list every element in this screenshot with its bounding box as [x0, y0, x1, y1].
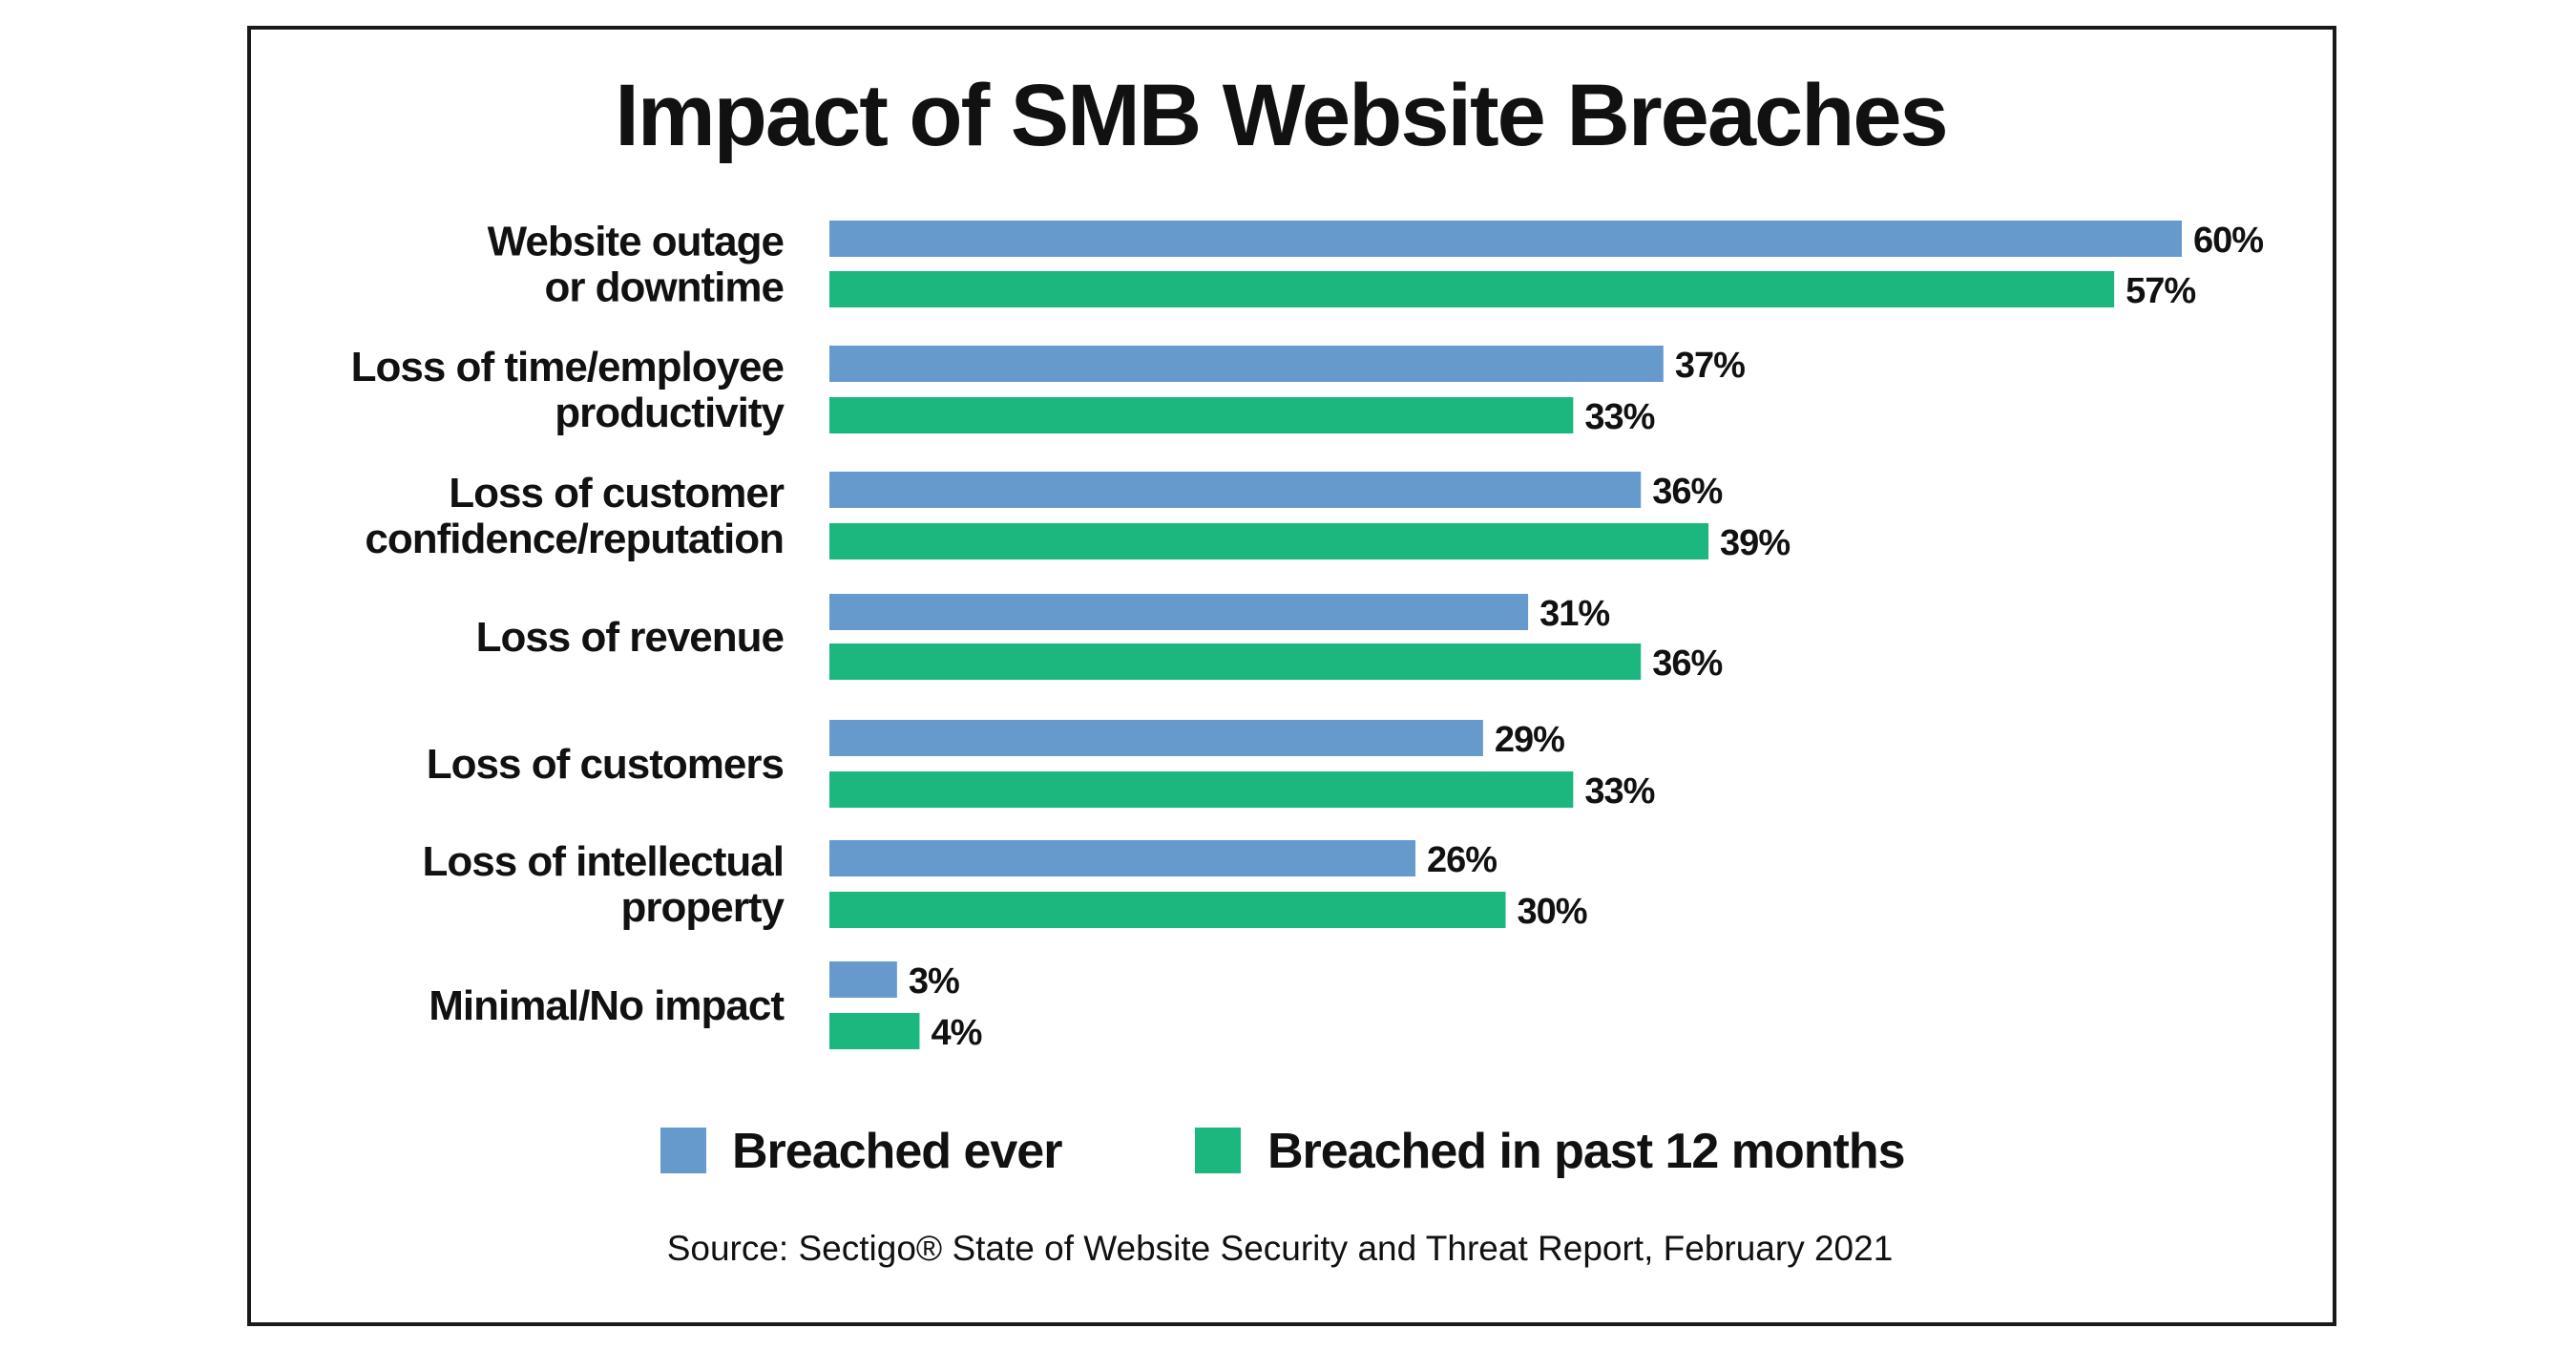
- data-label: 33%: [1584, 771, 1654, 812]
- category-label-line: property: [621, 884, 785, 931]
- bar-breached-12-months: [829, 271, 2115, 307]
- bar-breached-ever: [829, 594, 1529, 630]
- data-label: 39%: [1720, 523, 1790, 563]
- category-label-line: Loss of revenue: [476, 614, 784, 661]
- category-label-line: Loss of customers: [427, 741, 784, 788]
- data-label: 37%: [1675, 346, 1745, 386]
- legend-swatch-breached-12-months: [1195, 1128, 1241, 1173]
- bar-breached-ever: [829, 840, 1416, 876]
- category-label: Loss of customers: [427, 741, 784, 788]
- category-label-line: Loss of intellectual: [422, 838, 784, 885]
- legend-swatch-breached-ever: [660, 1128, 706, 1173]
- category-label-line: Website outage: [488, 219, 784, 265]
- category-label: Loss of intellectual property: [422, 838, 785, 931]
- data-label: 29%: [1495, 720, 1564, 760]
- data-label: 3%: [909, 961, 959, 1002]
- category-label-line: Loss of customer: [449, 470, 785, 517]
- legend: Breached ever Breached in past 12 months: [660, 1124, 1906, 1179]
- data-label: 57%: [2126, 271, 2195, 311]
- category-label: Website outage or downtime: [488, 219, 784, 311]
- chart-title: Impact of SMB Website Breaches: [615, 67, 1946, 164]
- legend-label-breached-ever: Breached ever: [732, 1124, 1062, 1179]
- data-label: 31%: [1539, 594, 1609, 634]
- bar-breached-ever: [829, 221, 2182, 257]
- category-label-line: productivity: [555, 390, 785, 436]
- bar-breached-12-months: [829, 523, 1709, 559]
- category-label: Minimal/No impact: [429, 982, 785, 1029]
- data-label: 30%: [1518, 892, 1587, 932]
- bar-breached-ever: [829, 961, 897, 998]
- data-label: 33%: [1584, 397, 1654, 437]
- data-label: 4%: [931, 1013, 981, 1053]
- data-label: 36%: [1652, 472, 1722, 512]
- bar-breached-12-months: [829, 892, 1506, 928]
- data-label: 60%: [2193, 221, 2263, 261]
- bar-breached-ever: [829, 472, 1642, 508]
- category-label-line: Loss of time/employee: [351, 344, 784, 390]
- chart-frame: [247, 26, 2336, 1326]
- bar-breached-12-months: [829, 397, 1574, 433]
- data-label: 36%: [1652, 643, 1722, 684]
- bar-breached-ever: [829, 346, 1664, 382]
- legend-label-breached-12-months: Breached in past 12 months: [1267, 1124, 1905, 1179]
- category-label: Loss of time/employee productivity: [351, 344, 785, 436]
- category-label-line: confidence/reputation: [365, 516, 784, 562]
- bar-breached-12-months: [829, 643, 1642, 680]
- source-note: Source: Sectigo® State of Website Securi…: [667, 1229, 1894, 1268]
- bar-breached-12-months: [829, 1013, 920, 1049]
- category-label: Loss of customer confidence/reputation: [365, 470, 784, 562]
- category-label: Loss of revenue: [476, 614, 784, 661]
- category-label-line: Minimal/No impact: [429, 982, 785, 1029]
- bar-breached-ever: [829, 720, 1483, 756]
- data-label: 26%: [1427, 840, 1497, 880]
- bar-breached-12-months: [829, 771, 1574, 808]
- category-label-line: or downtime: [544, 264, 784, 311]
